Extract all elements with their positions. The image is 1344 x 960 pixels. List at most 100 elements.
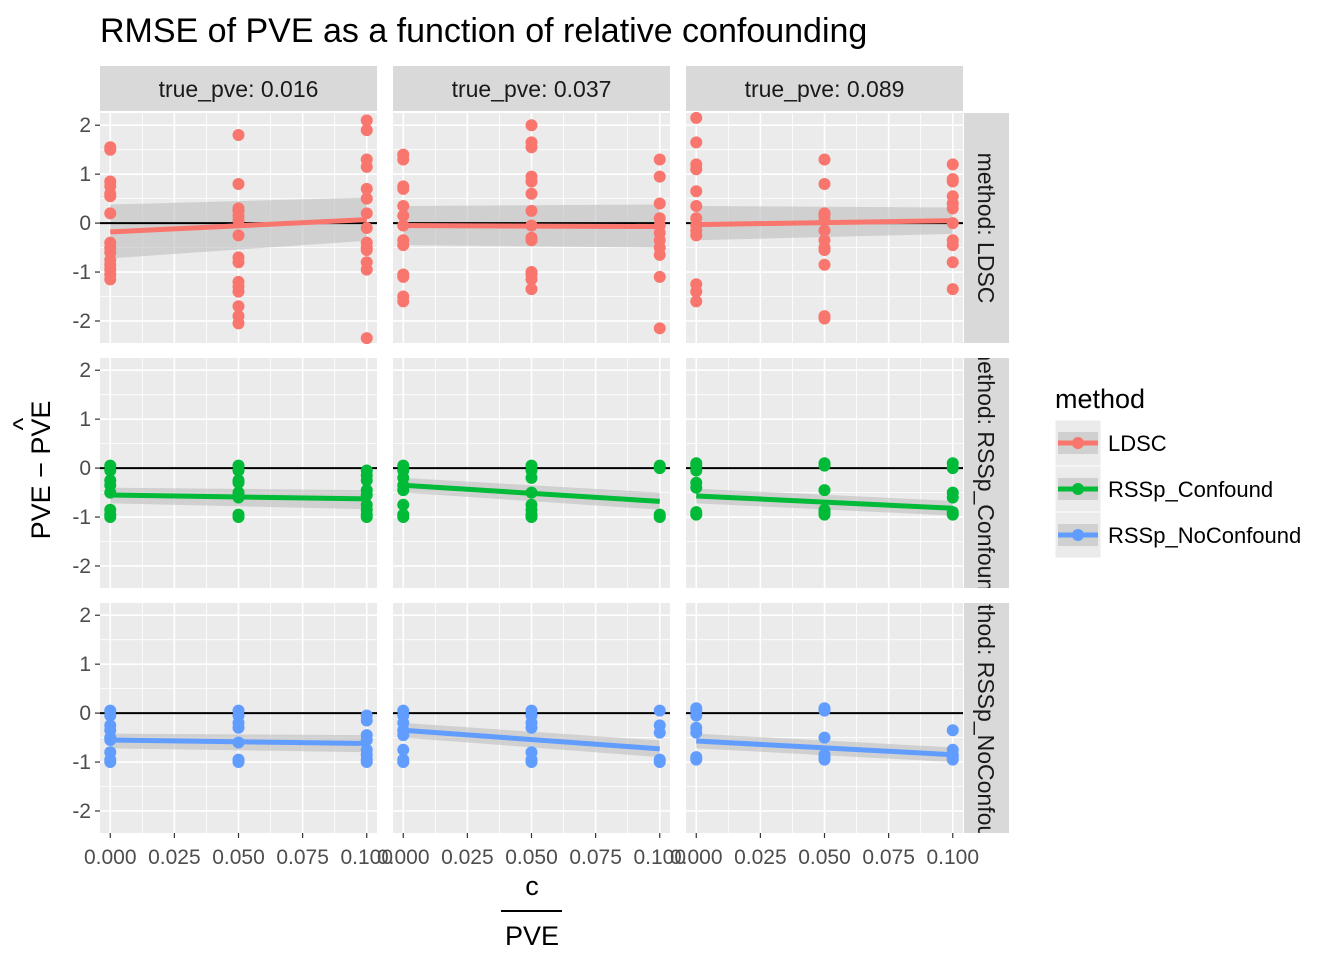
x-tick-label: 0.000 xyxy=(670,846,723,869)
y-tick-label: -2 xyxy=(72,800,91,823)
data-point xyxy=(104,756,117,769)
data-point xyxy=(653,726,666,739)
data-point xyxy=(360,192,373,205)
x-tick-label: 0.000 xyxy=(377,846,430,869)
data-point xyxy=(690,111,703,124)
regression-line xyxy=(696,738,953,758)
x-tick-label: 0.025 xyxy=(441,846,494,869)
data-point xyxy=(232,464,245,477)
data-point xyxy=(946,508,959,521)
data-point xyxy=(232,721,245,734)
legend: method LDSC RSSp_Confound RSSp_NoConfound xyxy=(1054,384,1301,559)
data-point xyxy=(946,175,959,188)
data-point xyxy=(818,177,831,190)
data-point xyxy=(653,462,666,475)
x-tick-label: 0.100 xyxy=(340,846,393,869)
data-point xyxy=(653,756,666,769)
data-point xyxy=(360,160,373,173)
data-point xyxy=(232,229,245,242)
x-tick-label: 0.100 xyxy=(926,846,979,869)
data-point xyxy=(397,182,410,195)
y-axis-label-hat: ^ xyxy=(8,417,38,430)
data-point xyxy=(818,224,831,237)
x-tick-label: 0.100 xyxy=(633,846,686,869)
data-point xyxy=(232,317,245,330)
facet-panels: true_pve: 0.016 true_pve: 0.037 true_pve: … xyxy=(72,66,1009,869)
data-point xyxy=(818,753,831,766)
data-point xyxy=(360,222,373,234)
data-point xyxy=(946,158,959,171)
data-point xyxy=(653,704,666,717)
data-point xyxy=(232,756,245,769)
regression-line xyxy=(403,727,660,752)
data-point xyxy=(104,511,117,524)
y-tick-label: -2 xyxy=(72,310,91,333)
data-point xyxy=(818,731,831,744)
facet-strip-top xyxy=(100,66,377,111)
data-point xyxy=(397,743,410,756)
data-point xyxy=(690,185,703,198)
facet-strip-right-label-group: method: RSSp_Confound xyxy=(973,358,999,588)
regression-line xyxy=(110,217,367,235)
data-point xyxy=(525,187,538,200)
x-tick-label: 0.075 xyxy=(276,846,329,869)
y-tick-label: -2 xyxy=(72,555,91,578)
data-point xyxy=(525,721,538,734)
data-point xyxy=(525,511,538,524)
facet-strip-right-label-group: method: RSSp_NoConfound xyxy=(973,572,999,864)
data-point xyxy=(397,498,410,511)
data-point xyxy=(360,511,373,524)
facet-strip-top-label: true_pve: 0.037 xyxy=(452,76,612,102)
data-point xyxy=(818,244,831,257)
data-point xyxy=(653,170,666,183)
data-point xyxy=(653,248,666,261)
data-point xyxy=(653,197,666,210)
y-tick-label: 0 xyxy=(79,702,91,725)
data-point xyxy=(818,508,831,521)
x-tick-label: 0.025 xyxy=(734,846,787,869)
data-point xyxy=(397,209,410,222)
data-point xyxy=(360,207,373,220)
data-point xyxy=(525,204,538,217)
facet-strip-right-label-group: method: LDSC xyxy=(973,153,999,304)
data-point xyxy=(232,300,245,313)
data-point xyxy=(818,153,831,166)
regression-line xyxy=(110,737,367,746)
facet-strip-right xyxy=(964,358,1009,588)
data-point xyxy=(690,753,703,766)
y-tick-label: 1 xyxy=(79,163,91,186)
data-point xyxy=(360,263,373,276)
data-point xyxy=(360,114,373,127)
data-point xyxy=(397,756,410,769)
facet-strip-top-label: true_pve: 0.089 xyxy=(745,76,905,102)
data-point xyxy=(946,724,959,737)
data-point xyxy=(232,177,245,190)
facet-strip-right xyxy=(964,603,1009,833)
data-point xyxy=(690,199,703,212)
data-point xyxy=(360,714,373,727)
y-tick-label: 2 xyxy=(79,604,91,627)
data-point xyxy=(525,141,538,154)
legend-label: RSSp_NoConfound xyxy=(1108,523,1301,548)
data-point xyxy=(525,119,538,132)
chart-title: RMSE of PVE as a function of relative co… xyxy=(100,12,867,50)
regression-line xyxy=(696,218,953,228)
data-point xyxy=(690,285,703,298)
y-axis-label: PVE − PVE xyxy=(26,401,56,540)
data-point xyxy=(525,273,538,286)
data-point xyxy=(818,258,831,271)
data-point xyxy=(818,484,831,497)
facet-strip-right-label: method: RSSp_NoConfound xyxy=(973,572,999,864)
facet-strip-top xyxy=(393,66,670,111)
facet-strip-top xyxy=(686,66,963,111)
data-point xyxy=(104,143,117,156)
data-point xyxy=(653,270,666,283)
regression-line xyxy=(696,493,953,511)
data-point xyxy=(653,153,666,166)
x-axis-title: c PVE xyxy=(501,871,562,951)
y-axis-title: PVE − PVE ^ xyxy=(8,401,56,540)
legend-key-point xyxy=(1072,529,1084,541)
facet-strip-right-label: method: LDSC xyxy=(973,153,999,304)
data-point xyxy=(525,756,538,769)
